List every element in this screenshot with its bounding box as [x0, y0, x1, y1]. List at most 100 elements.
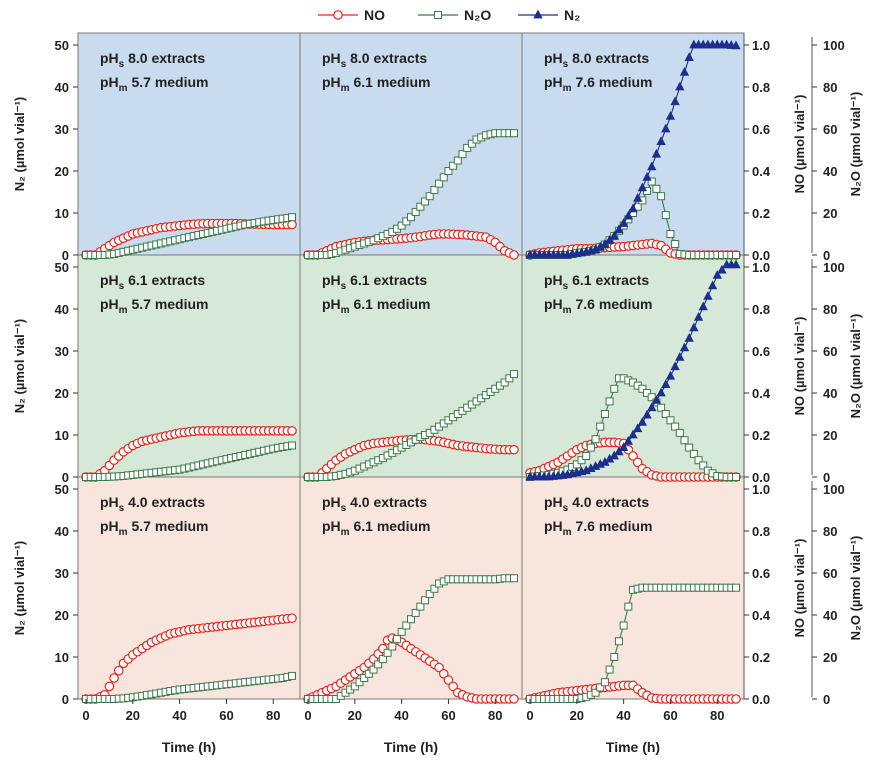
n2o-point [591, 688, 600, 697]
n2o-tick-label: 40 [823, 386, 837, 401]
n2o-point [364, 669, 373, 678]
n2-point [684, 52, 694, 61]
n2-point [679, 342, 690, 352]
n2o-point [647, 393, 656, 402]
no-tick-label: 1.0 [752, 482, 770, 497]
n2o-point [360, 674, 369, 682]
no-point [287, 613, 297, 623]
left-tick-label: 20 [55, 164, 69, 179]
left-tick-label: 0 [62, 248, 69, 263]
n2o-tick-label: 100 [823, 482, 845, 497]
x-tick-label: 0 [526, 708, 533, 723]
n2-point [614, 224, 624, 234]
n2o-axis-title: N₂O (µmol vial⁻¹) [848, 314, 863, 419]
panel-label-medium: pHm 7.6 medium [544, 74, 653, 94]
n2o-tick-label: 100 [823, 260, 845, 275]
n2-point [661, 379, 671, 389]
no-tick-label: 0.6 [752, 344, 770, 359]
panel-label-extract: pHs 8.0 extracts [544, 50, 649, 70]
n2o-point [600, 678, 609, 687]
n2o-point [411, 207, 420, 216]
n2o-point [467, 139, 476, 148]
left-tick-label: 0 [62, 692, 69, 707]
n2o-tick-label: 20 [823, 650, 837, 665]
x-tick-label: 60 [663, 708, 677, 723]
left-tick-label: 10 [55, 428, 69, 443]
panel-medium-value: 5.7 medium [128, 296, 209, 312]
panel-label-extract: pHs 8.0 extracts [322, 50, 427, 70]
n2-point [656, 136, 666, 146]
n2-point [642, 171, 652, 181]
subscript: m [341, 83, 350, 94]
n2-point [679, 66, 690, 76]
n2o-point [425, 192, 434, 201]
panel-label-medium: pHm 6.1 medium [322, 74, 431, 94]
n2o-axis-title: N₂O (µmol vial⁻¹) [848, 92, 863, 197]
panel-plot: pHs 6.1 extracts pHm 6.1 medium [303, 272, 519, 482]
left-tick-label: 0 [62, 470, 69, 485]
panel-medium-value: 7.6 medium [572, 74, 653, 90]
n2o-point [355, 678, 364, 687]
x-tick-label: 0 [304, 708, 311, 723]
n2-point [647, 161, 657, 171]
panel-extract-value: 4.0 extracts [124, 494, 205, 510]
no-point [443, 675, 454, 685]
no-point [287, 425, 297, 436]
left-tick-label: 40 [55, 80, 69, 95]
n2-point [651, 395, 662, 404]
panel-background [299, 32, 523, 256]
panel-medium-value: 6.1 medium [350, 518, 431, 534]
left-tick-label: 20 [55, 608, 69, 623]
n2o-point [288, 441, 296, 450]
n2o-tick-label: 100 [823, 38, 845, 53]
n2-point [731, 259, 741, 269]
left-axis-title: N₂ (µmol vial⁻¹) [12, 97, 27, 192]
no-tick-label: 0.2 [752, 428, 770, 443]
n2o-point [444, 167, 453, 175]
x-tick-label: 40 [172, 708, 186, 723]
n2-point [665, 370, 676, 380]
no-tick-label: 0.8 [752, 80, 770, 95]
legend-label: NO [364, 7, 385, 23]
panel-label-extract: pHs 4.0 extracts [544, 494, 649, 514]
panel-extract-value: 6.1 extracts [346, 272, 427, 288]
no-tick-label: 0.4 [752, 386, 771, 401]
n2o-point [392, 635, 401, 644]
panel-extract-value: 8.0 extracts [346, 50, 427, 66]
n2-point [623, 435, 633, 445]
no-tick-label: 0.6 [752, 566, 770, 581]
n2o-tick-label: 0 [823, 248, 830, 263]
n2o-tick-label: 20 [823, 428, 837, 443]
n2o-point [350, 682, 359, 691]
panel-plot: pHs 8.0 extracts pHm 5.7 medium [81, 50, 297, 260]
n2o-point [605, 665, 614, 674]
panel-extract-value: 6.1 extracts [568, 272, 649, 288]
n2o-point [671, 422, 680, 431]
n2o-point [647, 177, 656, 186]
subscript: m [341, 305, 350, 316]
panel-label-extract: pHs 6.1 extracts [100, 272, 205, 292]
panel-plot: pHs 8.0 extracts pHm 6.1 medium [303, 50, 519, 260]
x-tick-label: 40 [394, 708, 408, 723]
n2-point [628, 203, 638, 213]
no-axis-title: NO (µmol vial⁻¹) [792, 95, 807, 194]
n2-point [675, 81, 685, 91]
n2o-point [605, 397, 614, 406]
n2-point [609, 230, 619, 240]
n2o-point [596, 422, 605, 431]
subscript: m [119, 83, 128, 94]
no-axis-title: NO (µmol vial⁻¹) [792, 539, 807, 638]
n2o-point [510, 370, 518, 379]
n2o-point [435, 179, 444, 188]
subscript: s [119, 59, 125, 70]
n2o-tick-label: 80 [823, 524, 837, 539]
x-tick-label: 80 [710, 708, 724, 723]
n2o-point [430, 584, 439, 593]
subscript: s [119, 503, 125, 514]
n2o-point [397, 221, 406, 230]
n2-point [670, 361, 680, 371]
n2o-tick-label: 0 [823, 692, 830, 707]
n2o-point [689, 449, 698, 458]
no-tick-label: 0.6 [752, 122, 770, 137]
legend: NO N₂O N₂ [318, 7, 580, 23]
